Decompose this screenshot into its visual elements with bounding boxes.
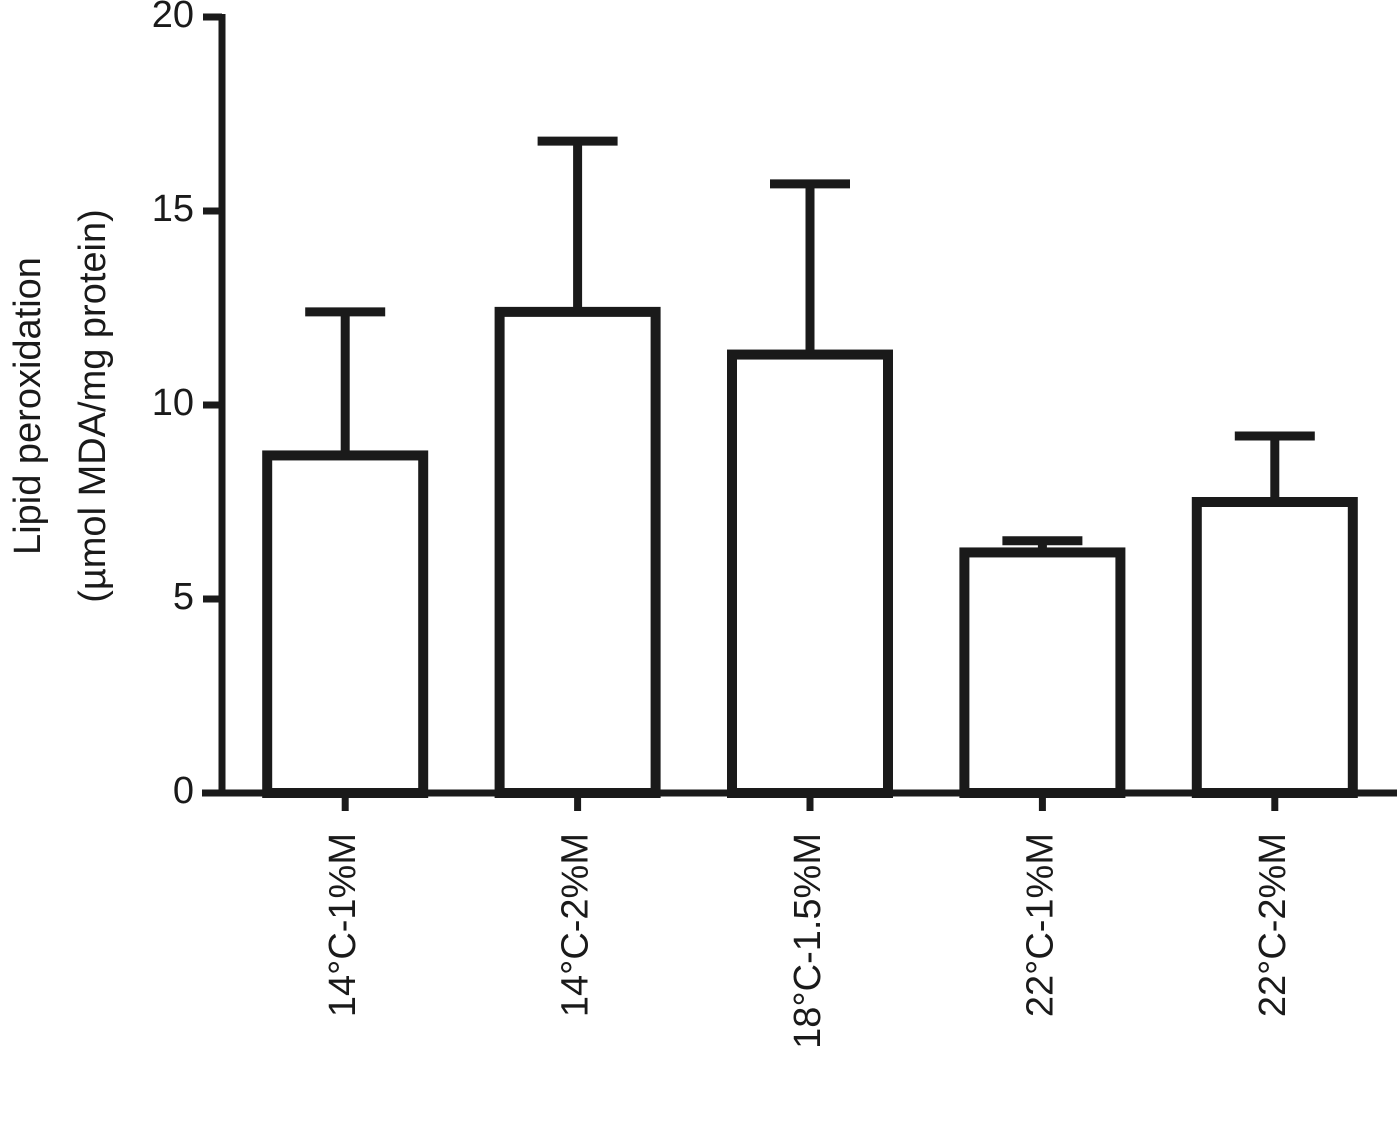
error-bar	[1002, 536, 1083, 553]
y-axis-label: Lipid peroxidation	[7, 257, 49, 555]
x-tick-label: 14°C-1%M	[322, 833, 364, 1017]
y-tick-label: 15	[152, 188, 194, 230]
y-tick-label: 5	[173, 576, 194, 618]
x-tick-label: 22°C-1%M	[1019, 833, 1061, 1017]
x-tick-label: 22°C-2%M	[1252, 833, 1294, 1017]
error-bar	[1234, 431, 1315, 502]
y-tick-label: 0	[173, 770, 194, 812]
y-tick-label: 20	[152, 0, 194, 36]
error-bar	[537, 136, 618, 312]
error-bar	[770, 179, 850, 355]
bar	[727, 349, 893, 798]
bar	[1191, 497, 1358, 798]
bar	[262, 450, 429, 798]
y-tick-label: 10	[152, 382, 194, 424]
x-tick-label: 18°C-1.5%M	[787, 833, 829, 1049]
error-bar	[305, 307, 386, 456]
y-axis-label: (µmol MDA/mg protein)	[72, 209, 114, 603]
bar	[494, 306, 661, 798]
bar	[959, 547, 1126, 798]
x-tick-label: 14°C-2%M	[555, 833, 597, 1017]
